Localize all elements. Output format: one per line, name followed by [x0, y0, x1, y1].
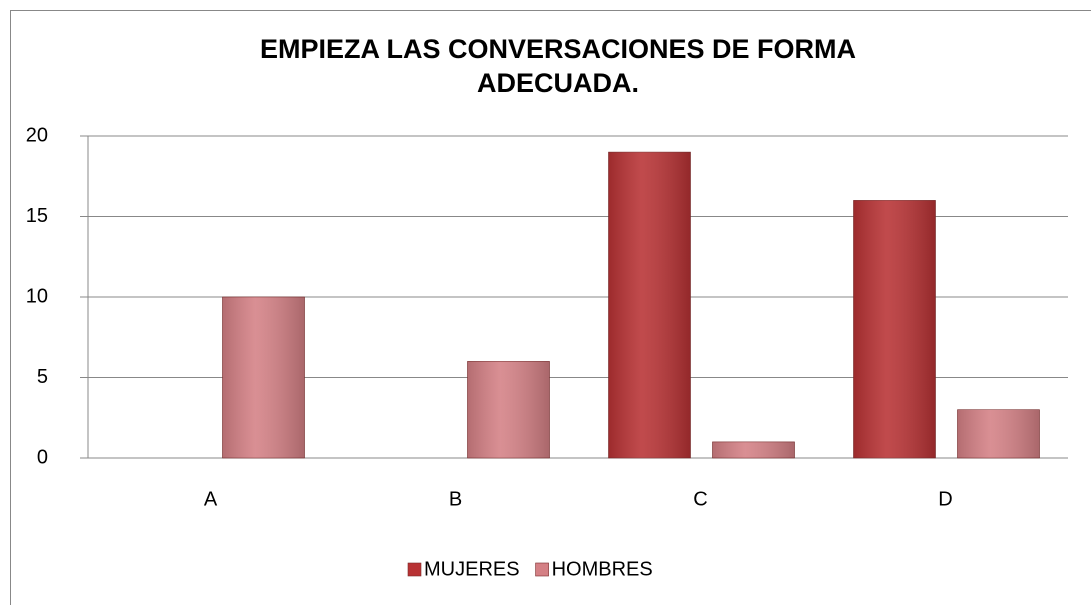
- bar: [467, 361, 550, 459]
- bar: [957, 409, 1040, 459]
- legend-swatch: [407, 562, 422, 577]
- bar: [222, 296, 305, 459]
- x-tick-label: B: [449, 488, 462, 510]
- y-tick-label: 10: [26, 285, 48, 307]
- y-tick-label: 0: [37, 446, 48, 468]
- y-tick-label: 5: [37, 366, 48, 388]
- legend-label: HOMBRES: [552, 558, 653, 580]
- x-tick-label: C: [693, 488, 707, 510]
- bar: [853, 200, 936, 459]
- bar: [712, 441, 795, 459]
- x-tick-label: A: [204, 488, 218, 510]
- chart-border: [10, 10, 1091, 605]
- x-tick-label: D: [938, 488, 952, 510]
- legend-label: MUJERES: [424, 558, 520, 580]
- y-tick-label: 20: [26, 124, 48, 146]
- bar: [608, 151, 691, 459]
- legend-swatch: [535, 562, 549, 577]
- y-tick-label: 15: [26, 205, 48, 227]
- chart-title: EMPIEZA LAS CONVERSACIONES DE FORMA ADEC…: [259, 34, 857, 98]
